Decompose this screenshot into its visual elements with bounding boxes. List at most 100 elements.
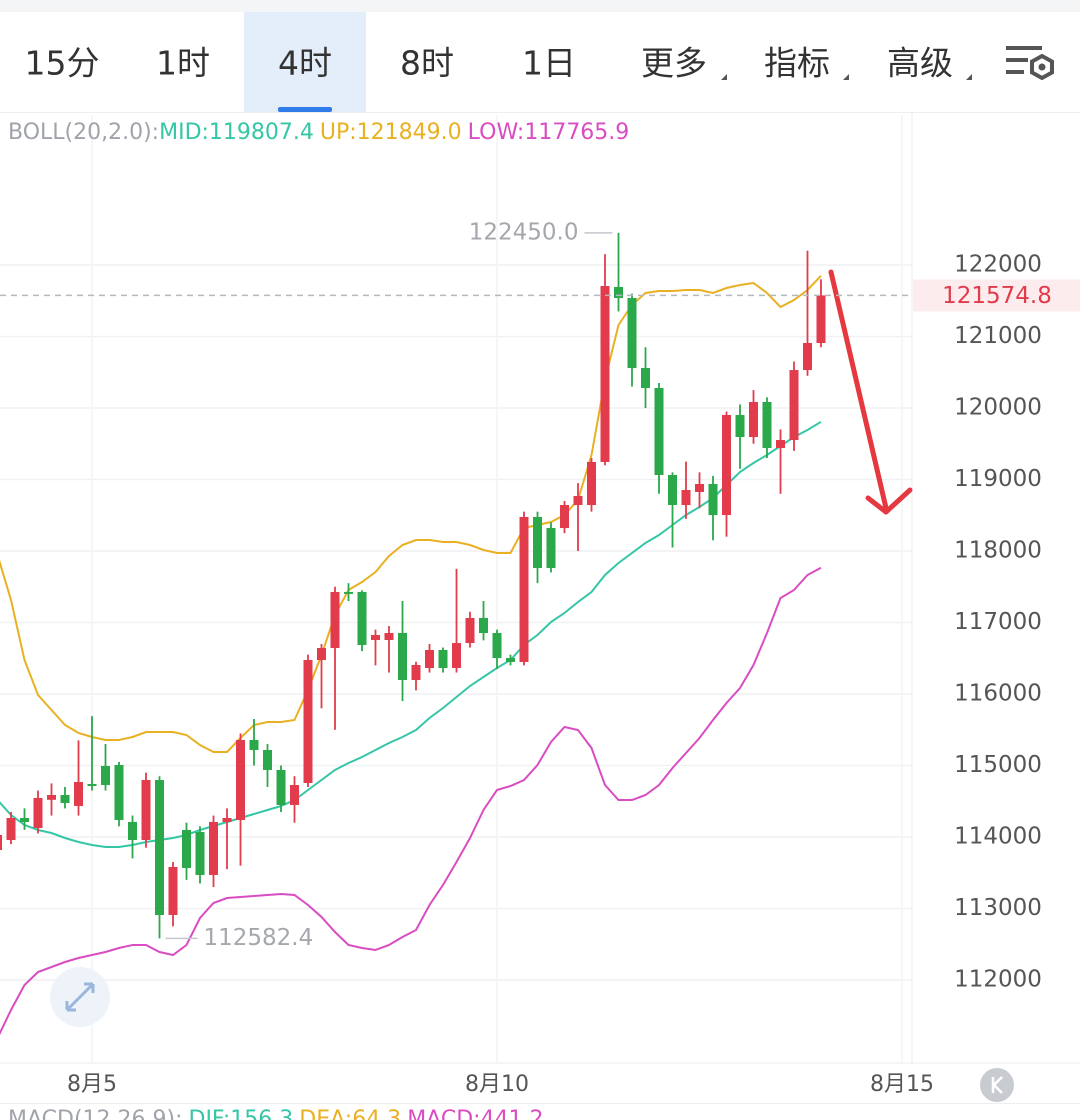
legend-entry: UP:121849.0	[320, 120, 462, 145]
band-line	[0, 275, 822, 753]
candle-body	[708, 484, 718, 516]
tab[interactable]: 1日	[522, 44, 576, 83]
candle-body	[6, 817, 16, 840]
macd-entry: DIF:156.3	[189, 1107, 294, 1120]
tab[interactable]: 1时	[156, 44, 210, 83]
candle-body	[330, 591, 340, 649]
candle-body	[789, 370, 799, 441]
candle-body	[668, 474, 677, 506]
candle-body	[465, 617, 475, 644]
macd-legend: MACD(12,26,9): DIF:156.3 DEA:64.3 MACD:441.…	[8, 1107, 544, 1120]
candle-body	[398, 633, 407, 680]
y-tick-label: 112000	[954, 966, 1042, 992]
y-tick-label: 119000	[954, 466, 1042, 492]
candle-body	[573, 496, 583, 506]
active-tab-bg	[244, 12, 366, 112]
candle-body	[438, 650, 448, 668]
tab[interactable]: 15分	[25, 44, 100, 83]
dropdown-caret	[721, 74, 727, 80]
legend-entry: MID:119807.4	[159, 120, 314, 145]
candle-body	[654, 387, 664, 475]
candle-body	[762, 401, 772, 448]
candle-body	[60, 795, 70, 803]
candle-body	[290, 785, 299, 805]
status-strip	[0, 0, 1080, 12]
candle-body	[506, 658, 515, 662]
candle-body	[249, 739, 259, 750]
tab[interactable]: 8时	[400, 44, 454, 83]
candle-body	[479, 617, 488, 634]
y-tick-label: 113000	[954, 895, 1042, 921]
band-line	[0, 566, 822, 1036]
trend-arrow	[828, 269, 913, 515]
candle-body	[452, 643, 461, 668]
expand-button[interactable]	[50, 967, 110, 1027]
candle-body	[141, 780, 151, 840]
candle-body	[411, 664, 421, 680]
min-label: 112582.4	[204, 925, 314, 951]
x-tick-label: 8月5	[67, 1072, 117, 1097]
macd-entry: DEA:64.3	[299, 1107, 401, 1120]
candle-body	[587, 461, 596, 506]
candle-body	[371, 635, 380, 641]
candle-body	[182, 829, 191, 869]
candle-body	[236, 739, 245, 820]
candle-body	[155, 780, 164, 915]
chart-layer	[0, 12, 912, 1063]
candle-body	[344, 591, 353, 594]
candle-body	[627, 298, 637, 369]
y-tick-label: 115000	[954, 752, 1042, 778]
indicator-legend: BOLL(20,2.0):MID:119807.4 UP:121849.0 LOW:…	[8, 120, 629, 145]
candle-body	[695, 484, 704, 493]
dropdown-caret	[843, 74, 849, 80]
last-price-tag	[913, 279, 1080, 312]
candle-body	[776, 440, 785, 448]
tab[interactable]: 4时	[278, 44, 332, 83]
candle-body	[101, 765, 110, 786]
legend-entry: BOLL(20,2.0):	[8, 120, 159, 145]
macd-entry: MACD:441.2	[407, 1107, 543, 1120]
settings-icon[interactable]	[1006, 46, 1054, 81]
candle-body	[546, 527, 556, 569]
y-tick-label: 116000	[954, 680, 1042, 706]
candle-body	[276, 769, 286, 805]
y-tick-label: 114000	[954, 823, 1042, 849]
candle-body	[20, 817, 29, 822]
candle-body	[533, 516, 542, 569]
reset-button[interactable]	[980, 1068, 1014, 1102]
candle-body	[816, 295, 826, 344]
candle-body	[735, 415, 745, 438]
active-tab-underline	[278, 107, 332, 112]
macd-divider	[0, 1103, 1080, 1104]
x-tick-label: 8月10	[465, 1072, 529, 1097]
tab[interactable]: 指标	[764, 44, 830, 83]
candle-body	[209, 821, 218, 875]
tab-divider	[0, 112, 1080, 113]
candle-body	[384, 633, 394, 641]
candle-body	[33, 797, 43, 828]
candle-body	[303, 660, 313, 784]
candle-body	[195, 831, 205, 875]
legend-entry: LOW:117765.9	[468, 120, 630, 145]
candle-body	[357, 591, 367, 646]
candle-body	[87, 784, 97, 787]
tab[interactable]: 高级	[887, 44, 953, 83]
candle-body	[222, 817, 232, 822]
candle-body	[74, 782, 83, 806]
last-price-label: 121574.8	[942, 283, 1052, 309]
candle-body	[114, 764, 124, 820]
y-tick-label: 117000	[954, 609, 1042, 635]
candle-body	[492, 633, 502, 659]
candle-body	[47, 795, 56, 800]
candle-body	[425, 650, 434, 668]
candle-body	[681, 490, 691, 506]
candle-body	[560, 505, 569, 528]
candle-body	[317, 648, 326, 661]
y-tick-label: 120000	[954, 395, 1042, 421]
tab[interactable]: 更多	[641, 44, 707, 83]
dropdown-caret	[966, 74, 972, 80]
max-label: 122450.0	[469, 219, 579, 245]
candle-body	[749, 401, 758, 438]
candle-body	[803, 343, 812, 371]
candle-body	[641, 368, 650, 388]
